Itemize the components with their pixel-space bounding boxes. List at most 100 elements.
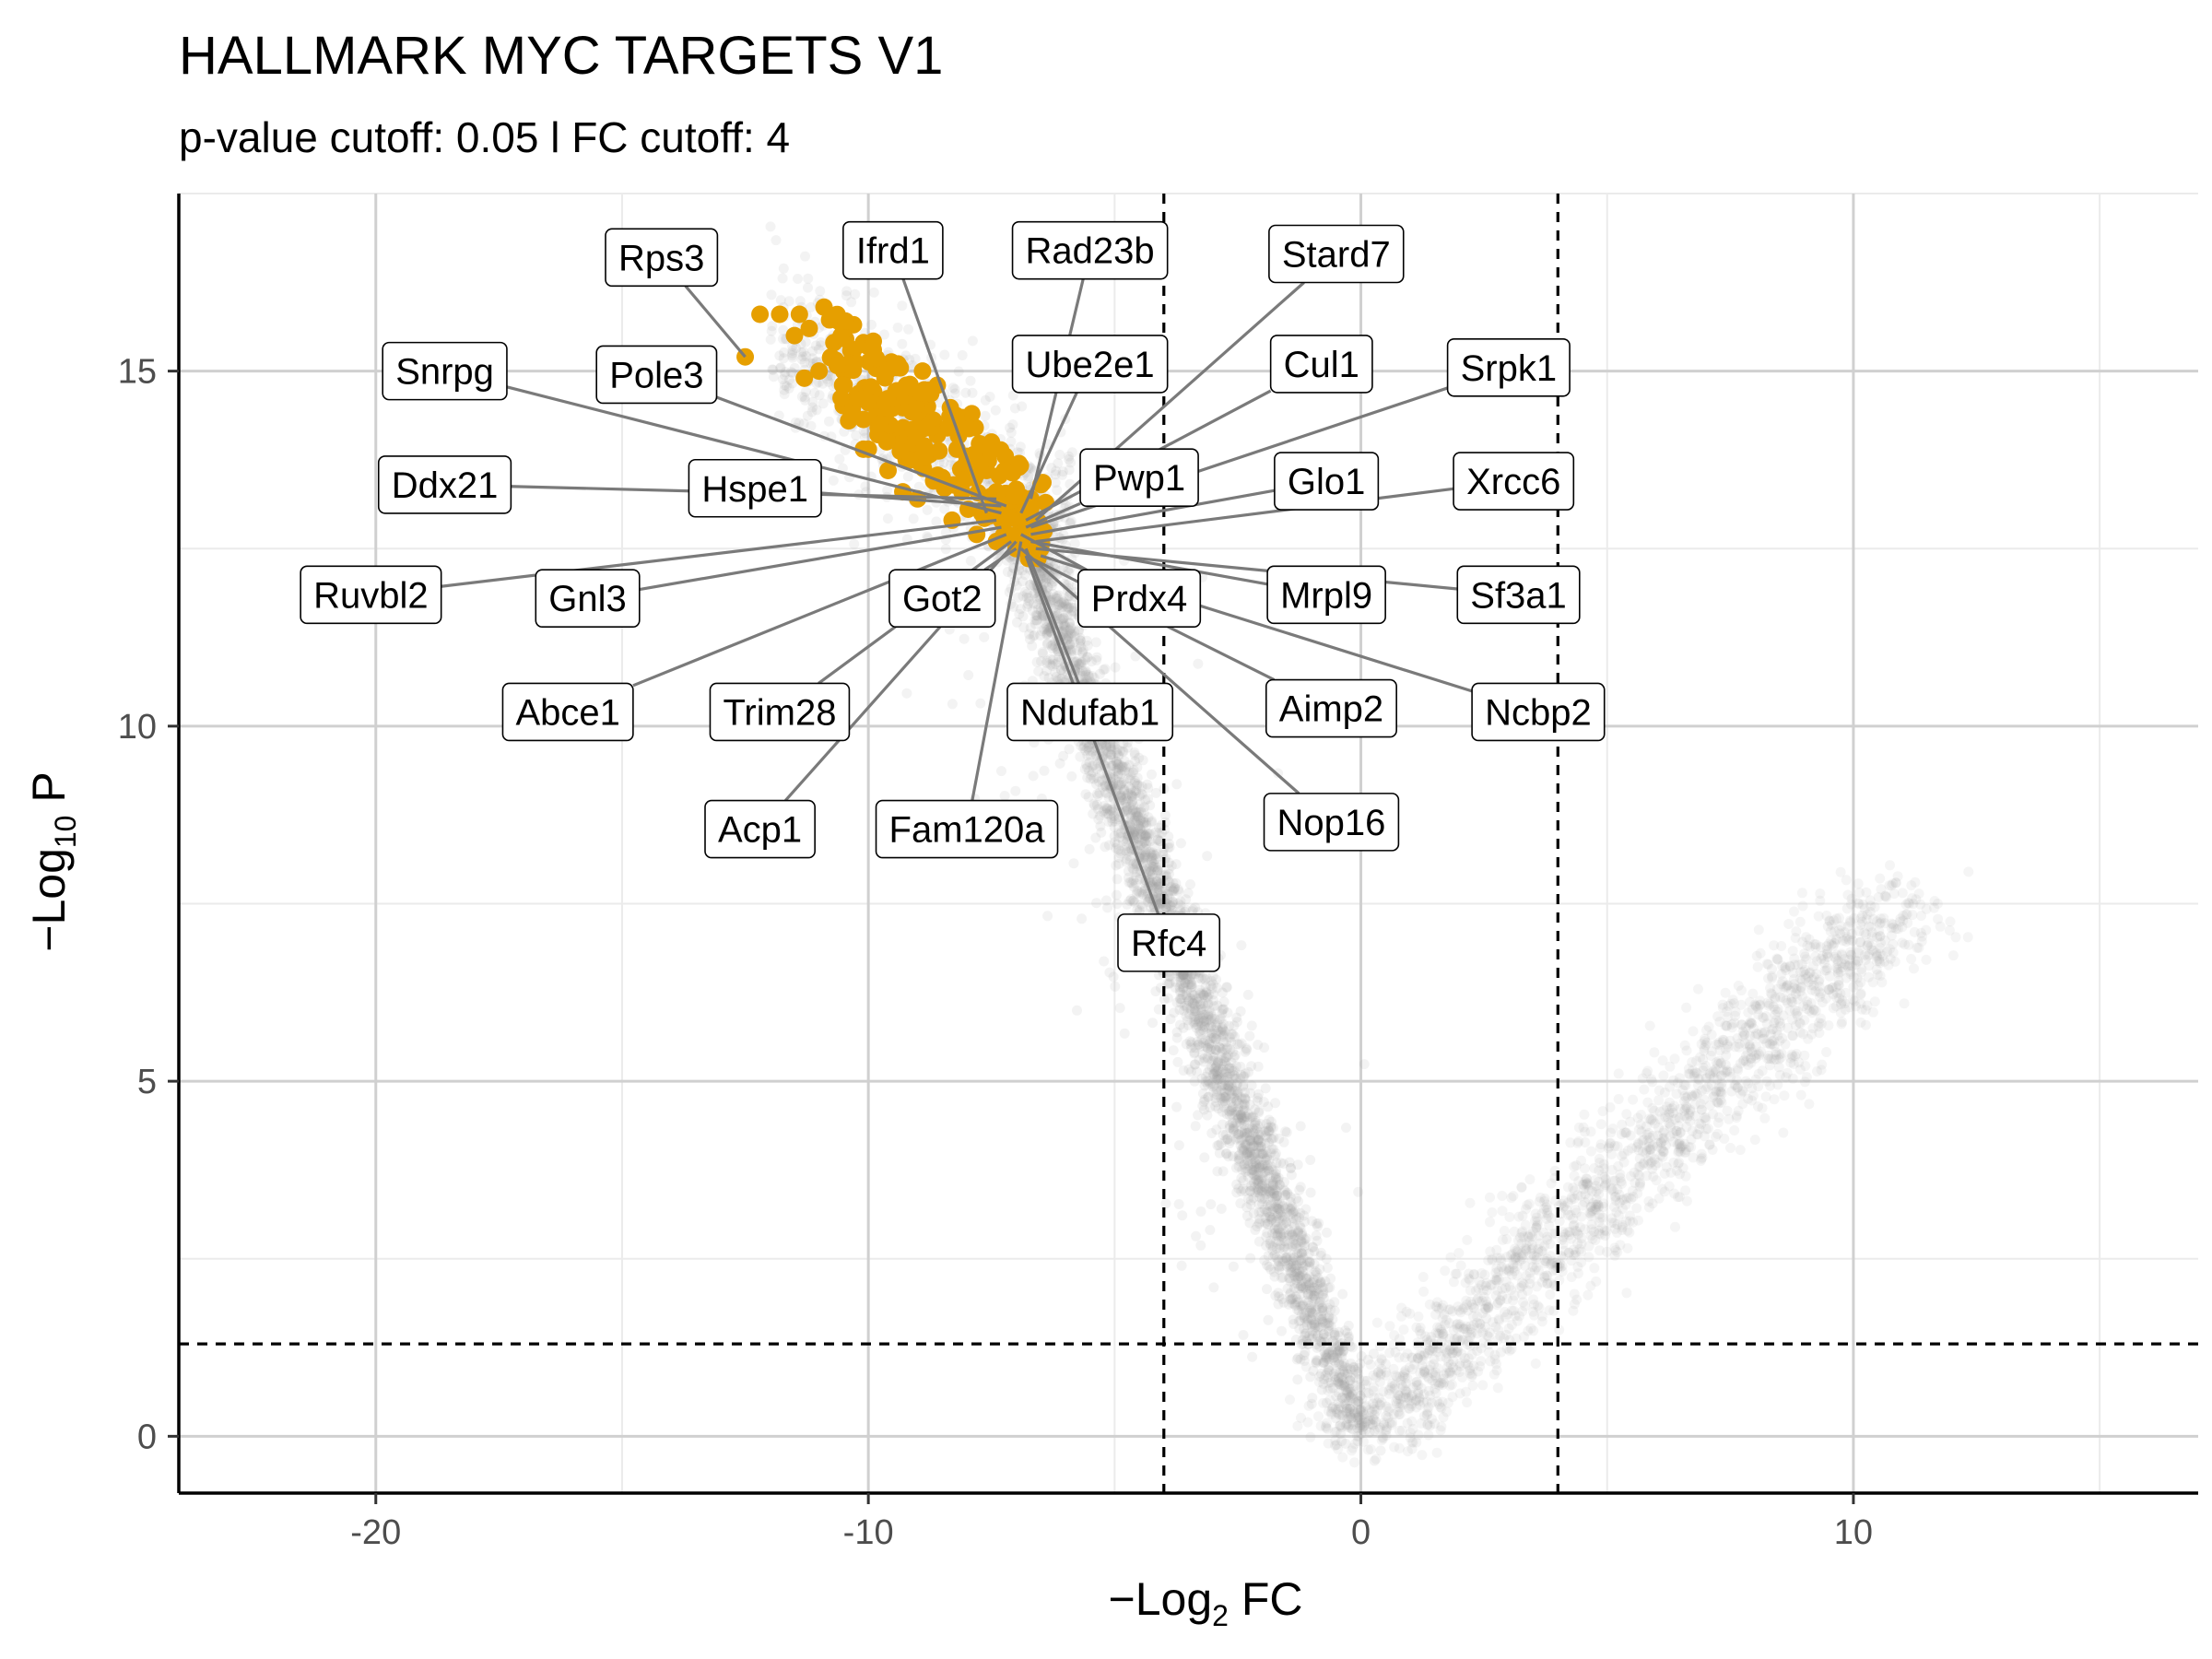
background-point — [1054, 614, 1065, 625]
background-point — [1091, 654, 1102, 665]
background-point — [1431, 1447, 1442, 1458]
background-point — [1658, 1070, 1669, 1081]
background-point — [1064, 625, 1075, 636]
background-point — [1036, 610, 1047, 621]
background-point — [1383, 1384, 1394, 1395]
background-point — [1712, 1117, 1724, 1128]
background-point — [1085, 773, 1096, 784]
background-point — [1206, 975, 1217, 986]
background-point — [1212, 1018, 1223, 1029]
background-point — [1099, 801, 1110, 811]
background-point — [1343, 1419, 1354, 1430]
background-point — [1341, 1400, 1351, 1411]
background-point — [1497, 1234, 1508, 1245]
background-point — [1126, 796, 1137, 807]
background-point — [1339, 1378, 1350, 1389]
background-point — [1823, 1020, 1834, 1031]
background-point — [1216, 1138, 1227, 1149]
background-point — [1213, 1069, 1223, 1080]
background-point — [1535, 1192, 1546, 1203]
background-point — [1332, 1352, 1343, 1363]
background-point — [1163, 831, 1174, 841]
background-point — [1168, 1045, 1179, 1056]
background-point — [1323, 1438, 1334, 1449]
background-point — [1240, 1112, 1251, 1122]
background-point — [1352, 1423, 1363, 1434]
background-point — [1681, 1002, 1692, 1013]
background-point — [1621, 1288, 1632, 1299]
background-point — [1642, 1097, 1653, 1108]
background-point — [1921, 954, 1932, 965]
background-point — [1783, 919, 1794, 929]
background-point — [1223, 1105, 1234, 1116]
background-point — [1182, 992, 1193, 1003]
background-point — [1224, 1110, 1235, 1121]
background-point — [1135, 815, 1146, 826]
background-point — [1304, 1278, 1315, 1289]
background-point — [1849, 995, 1860, 1006]
background-point — [1151, 849, 1162, 859]
background-point — [1124, 759, 1135, 771]
background-point — [1569, 1171, 1580, 1182]
background-point — [1429, 1359, 1440, 1370]
background-point — [1275, 1180, 1286, 1191]
background-point — [1152, 834, 1163, 845]
background-point — [1371, 1453, 1382, 1465]
background-point — [1228, 1124, 1239, 1135]
background-point — [1189, 1059, 1200, 1070]
background-point — [1379, 1419, 1390, 1430]
background-point — [1649, 1105, 1660, 1116]
background-point — [1338, 1358, 1349, 1369]
background-point — [1189, 1076, 1200, 1087]
background-point — [1100, 742, 1112, 753]
background-point — [1206, 1028, 1217, 1038]
background-point — [1017, 565, 1028, 576]
background-point — [1787, 1073, 1798, 1084]
background-point — [1060, 619, 1071, 630]
background-point — [1351, 1366, 1362, 1377]
background-point — [1251, 1159, 1262, 1170]
background-point — [1177, 989, 1188, 1000]
background-point — [1256, 1175, 1267, 1185]
background-point — [1221, 1052, 1232, 1063]
background-point — [1827, 982, 1837, 994]
background-point — [1118, 761, 1129, 772]
background-point — [1528, 1294, 1538, 1305]
background-point — [1411, 1377, 1422, 1388]
background-point — [1025, 580, 1036, 591]
background-point — [1190, 1014, 1201, 1025]
background-point — [1220, 1091, 1231, 1101]
background-point — [1263, 1194, 1274, 1206]
background-point — [1264, 1165, 1275, 1176]
background-point — [1065, 609, 1077, 620]
background-point — [1174, 972, 1184, 982]
background-point — [1253, 1135, 1264, 1147]
background-point — [1129, 778, 1140, 788]
background-point — [1213, 1140, 1224, 1150]
background-point — [1613, 1068, 1624, 1079]
background-point — [1152, 835, 1163, 845]
background-point — [1367, 1406, 1378, 1418]
background-point — [1264, 1216, 1275, 1227]
background-point — [1150, 986, 1161, 997]
background-point — [1341, 1418, 1352, 1430]
background-point — [1359, 1419, 1370, 1430]
background-point — [1765, 1080, 1776, 1091]
background-point — [1271, 1191, 1282, 1201]
background-point — [1142, 832, 1153, 842]
background-point — [1262, 1160, 1273, 1171]
background-point — [1278, 1159, 1289, 1170]
background-point — [1271, 1192, 1281, 1202]
background-point — [1423, 1430, 1434, 1441]
background-point — [1583, 1289, 1594, 1300]
background-point — [1138, 830, 1149, 841]
background-point — [1095, 820, 1106, 831]
background-point — [1320, 1352, 1331, 1363]
background-point — [1259, 1159, 1270, 1171]
background-point — [1353, 1395, 1364, 1406]
background-point — [1123, 872, 1134, 883]
background-point — [1357, 1422, 1368, 1433]
background-point — [1276, 1209, 1287, 1220]
background-point — [1112, 899, 1123, 910]
